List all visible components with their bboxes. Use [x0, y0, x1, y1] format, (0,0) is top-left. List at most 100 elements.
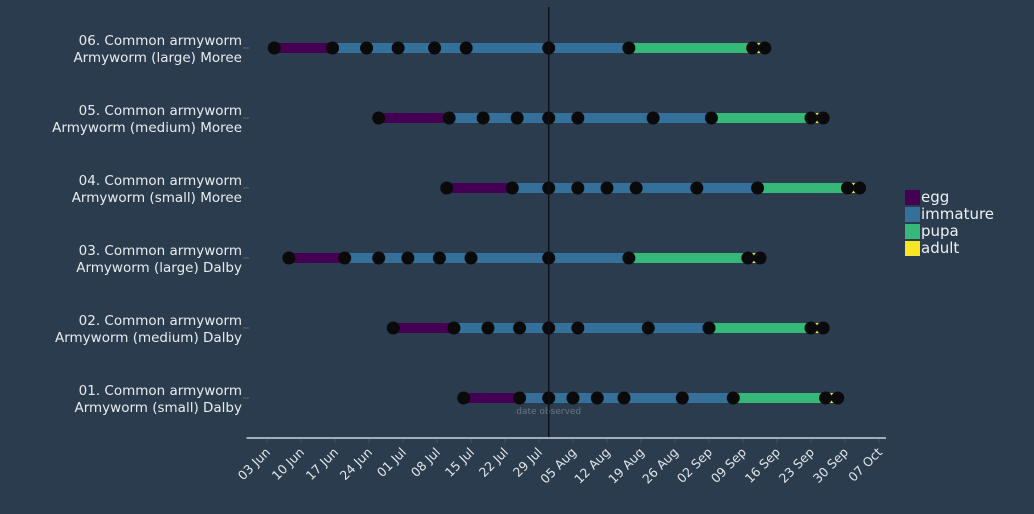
observation-dot[interactable]	[571, 181, 585, 195]
observation-dot[interactable]	[510, 111, 524, 125]
observation-dot[interactable]	[440, 181, 454, 195]
observation-dot[interactable]	[391, 41, 405, 55]
observation-dot[interactable]	[386, 321, 400, 335]
observation-dot[interactable]	[464, 251, 478, 265]
observation-dot[interactable]	[804, 321, 818, 335]
legend-label-egg: egg	[921, 188, 950, 206]
x-axis-tick-label: 05 Aug	[537, 445, 579, 487]
row-label-line2: Armyworm (large) Dalby	[76, 260, 242, 276]
observation-dot[interactable]	[447, 321, 461, 335]
legend-label-immature: immature	[921, 205, 995, 223]
x-axis-tick-label: 01 Jul	[374, 445, 409, 480]
observation-dot[interactable]	[338, 251, 352, 265]
x-axis-tick-label: 16 Sep	[742, 444, 783, 485]
row-label-line1: 03. Common armyworm	[79, 243, 242, 259]
observation-dot[interactable]	[432, 251, 446, 265]
observation-dot[interactable]	[513, 321, 527, 335]
stage-bar-pupa[interactable]	[711, 113, 811, 123]
row-label-line1: 06. Common armyworm	[79, 33, 242, 49]
x-axis-tick-label: 24 Jun	[337, 445, 375, 483]
observation-dot[interactable]	[372, 251, 386, 265]
stage-bar-pupa[interactable]	[709, 323, 811, 333]
observation-dot[interactable]	[704, 111, 718, 125]
legend-item-adult[interactable]: adult	[905, 240, 994, 257]
observation-dot[interactable]	[646, 111, 660, 125]
legend-swatch-adult	[905, 241, 920, 256]
observation-dot[interactable]	[566, 391, 580, 405]
observation-dot[interactable]	[282, 251, 296, 265]
legend-swatch-immature	[905, 207, 920, 222]
observation-dot[interactable]	[751, 181, 765, 195]
stage-bar-pupa[interactable]	[628, 253, 748, 263]
observation-dot[interactable]	[819, 391, 833, 405]
observation-dot[interactable]	[428, 41, 442, 55]
legend-swatch-egg	[905, 190, 920, 205]
stage-bar-immature[interactable]	[332, 43, 629, 53]
observation-dot[interactable]	[457, 391, 471, 405]
observation-dot[interactable]	[600, 181, 614, 195]
observation-dot[interactable]	[622, 251, 636, 265]
observation-dot[interactable]	[702, 321, 716, 335]
stage-bar-egg[interactable]	[463, 393, 520, 403]
observation-dot[interactable]	[513, 391, 527, 405]
row-label-line2: Armyworm (medium) Dalby	[55, 330, 242, 346]
observation-dot[interactable]	[675, 391, 689, 405]
observation-dot[interactable]	[816, 321, 830, 335]
observation-dot[interactable]	[442, 111, 456, 125]
observation-dot[interactable]	[840, 181, 854, 195]
stage-bar-pupa[interactable]	[628, 43, 753, 53]
row-label-line1: 05. Common armyworm	[79, 103, 242, 119]
x-axis-tick-label: 08 Jul	[408, 445, 443, 480]
stage-bar-egg[interactable]	[288, 253, 345, 263]
observation-dot[interactable]	[622, 41, 636, 55]
stage-bar-egg[interactable]	[393, 323, 454, 333]
x-axis-tick-label: 19 Aug	[605, 445, 647, 487]
observation-dot[interactable]	[746, 41, 760, 55]
observation-dot[interactable]	[758, 41, 772, 55]
observation-dot[interactable]	[853, 181, 867, 195]
row-label-line2: Armyworm (small) Moree	[72, 190, 242, 206]
x-axis-tick-label: 10 Jun	[269, 445, 307, 483]
legend-item-pupa[interactable]: pupa	[905, 223, 994, 240]
stage-bar-pupa[interactable]	[757, 183, 848, 193]
observation-dot[interactable]	[831, 391, 845, 405]
x-axis-tick-label: 09 Sep	[708, 444, 749, 485]
observation-dot[interactable]	[804, 111, 818, 125]
observation-dot[interactable]	[476, 111, 490, 125]
observation-dot[interactable]	[267, 41, 281, 55]
observation-dot[interactable]	[617, 391, 631, 405]
legend-swatch-pupa	[905, 224, 920, 239]
observation-dot[interactable]	[753, 251, 767, 265]
observation-dot[interactable]	[326, 41, 340, 55]
observation-dot[interactable]	[816, 111, 830, 125]
observation-dot[interactable]	[481, 321, 495, 335]
stage-bar-egg[interactable]	[446, 183, 513, 193]
observation-dot[interactable]	[690, 181, 704, 195]
observation-dot[interactable]	[360, 41, 374, 55]
stage-bar-egg[interactable]	[378, 113, 450, 123]
row-label-line2: Armyworm (medium) Moree	[52, 120, 242, 136]
observation-dot[interactable]	[641, 321, 655, 335]
observation-dot[interactable]	[459, 41, 473, 55]
observation-dot[interactable]	[629, 181, 643, 195]
observation-dot[interactable]	[372, 111, 386, 125]
observation-dot[interactable]	[741, 251, 755, 265]
observation-dot[interactable]	[590, 391, 604, 405]
observation-dot[interactable]	[505, 181, 519, 195]
legend-item-egg[interactable]: egg	[905, 189, 994, 206]
stage-bar-pupa[interactable]	[733, 393, 826, 403]
observation-dot[interactable]	[571, 321, 585, 335]
observation-dot[interactable]	[726, 391, 740, 405]
observation-dot[interactable]	[571, 111, 585, 125]
legend-item-immature[interactable]: immature	[905, 206, 994, 223]
stage-bar-immature[interactable]	[344, 253, 629, 263]
observation-dot[interactable]	[401, 251, 415, 265]
x-axis-tick-label: 23 Sep	[776, 444, 817, 485]
stage-bar-egg[interactable]	[274, 43, 333, 53]
